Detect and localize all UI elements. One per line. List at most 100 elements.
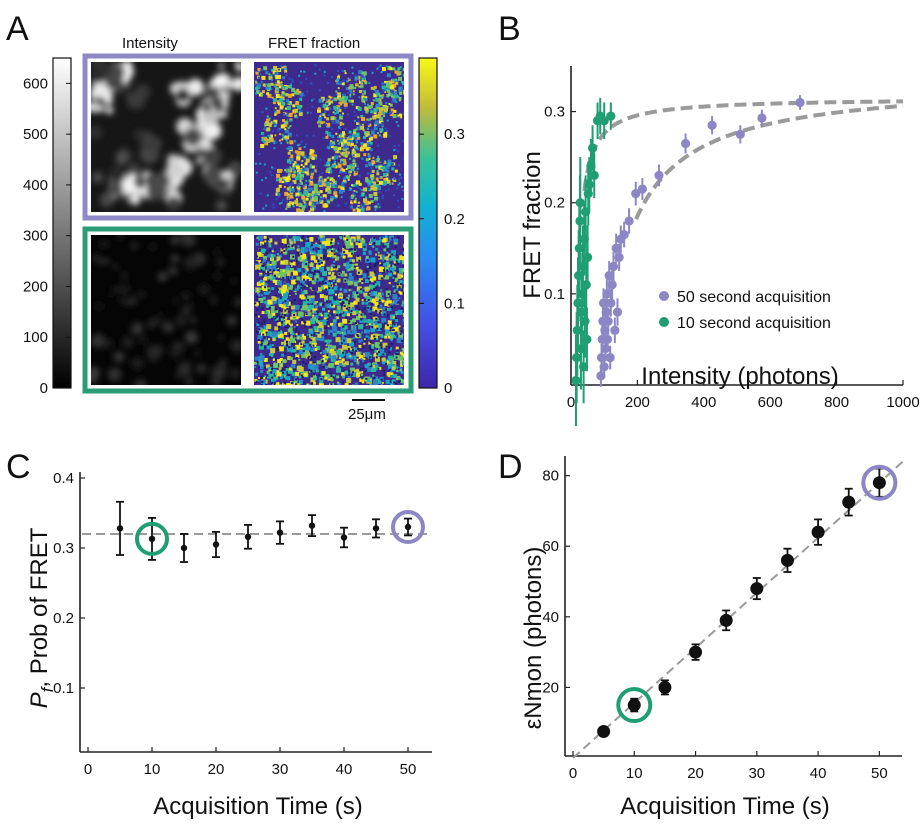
fret-pixel-dark [274, 381, 277, 384]
fret-pixel [283, 376, 287, 380]
fret-pixel-dark [369, 280, 372, 283]
fret-pixel [353, 170, 358, 175]
fret-pixel-sparse [255, 92, 258, 95]
fret-pixel-dark [325, 288, 328, 291]
fret-pixel-sparse [344, 107, 347, 110]
fret-pixel-dark [392, 329, 395, 332]
fret-pixel [268, 239, 271, 242]
fret-pixel-dark [373, 237, 376, 240]
fret-pixel [317, 254, 323, 260]
fret-pixel [339, 123, 342, 126]
fret-pixel [339, 252, 345, 258]
fret-pixel-sparse [283, 112, 286, 115]
fret-pixel [301, 159, 304, 162]
fret-pixel [368, 323, 371, 326]
fret-pixel [388, 240, 391, 243]
fret-pixel [338, 155, 341, 158]
chart-b-point-purple [624, 216, 634, 226]
fret-pixel [349, 170, 352, 173]
fret-pixel [296, 324, 299, 327]
fret-pixel [272, 279, 276, 283]
fret-pixel [271, 287, 275, 291]
fret-pixel [311, 197, 316, 202]
fret-pixel-sparse [303, 145, 306, 148]
fret-pixel [327, 131, 331, 135]
fret-pixel [328, 171, 331, 174]
fret-pixel-dark [324, 281, 327, 284]
fret-pixel-dark [337, 287, 340, 290]
fret-pixel [375, 120, 379, 124]
fret-pixel [302, 185, 307, 190]
fret-pixel-dark [403, 244, 404, 247]
fret-pixel [365, 301, 369, 305]
fret-pixel [268, 73, 271, 76]
fret-pixel-dark [397, 262, 400, 265]
fret-pixel-dark [318, 262, 321, 265]
fret-pixel [262, 296, 266, 300]
fret-pixel [300, 247, 306, 253]
fret-pixel-sparse [397, 150, 400, 153]
fret-pixel [361, 123, 364, 126]
fret-pixel [375, 325, 379, 329]
fret-pixel [272, 312, 276, 316]
fret-pixel [352, 183, 356, 187]
fret-pixel [358, 182, 362, 186]
fret-pixel [297, 268, 302, 273]
fret-pixel [362, 357, 365, 360]
fret-pixel [369, 291, 372, 294]
fret-bar-ticklabel-1: 0.2 [444, 211, 465, 228]
fret-pixel [291, 173, 296, 178]
chart-c-point [212, 541, 220, 548]
fret-pixel-dark [394, 275, 397, 278]
fret-pixel-sparse [337, 125, 340, 128]
fret-pixel-sparse [385, 168, 388, 171]
fret-pixel-dark [380, 277, 383, 280]
fret-pixel-sparse [323, 210, 326, 212]
fret-pixel-dark [271, 376, 274, 379]
intensity-haze [138, 335, 147, 344]
fret-pixel [361, 331, 364, 334]
fret-pixel [293, 326, 296, 329]
fret-pixel [281, 341, 285, 345]
intensity-haze [175, 373, 181, 379]
chart-c-ylabel-sub: f [38, 685, 57, 692]
fret-pixel [291, 87, 296, 92]
fret-pixel [397, 273, 402, 278]
fret-pixel-dark [285, 244, 288, 247]
fret-pixel-dark [291, 301, 294, 304]
intensity-haze [157, 271, 168, 282]
fret-pixel [389, 348, 392, 351]
fret-pixel-sparse [312, 134, 315, 137]
fret-pixel [276, 256, 281, 261]
fret-pixel [281, 238, 287, 244]
fret-pixel-dark [347, 302, 350, 305]
fret-pixel [272, 83, 275, 86]
fret-pixel-sparse [265, 204, 268, 207]
fret-pixel [348, 320, 353, 325]
fret-pixel [331, 156, 335, 160]
fret-pixel [258, 332, 261, 335]
intensity-haze [113, 351, 125, 363]
high-intensity-frame [82, 53, 414, 221]
fret-pixel-sparse [397, 183, 400, 186]
fret-pixel [383, 177, 387, 181]
fret-pixel [371, 346, 375, 350]
fret-pixel [287, 126, 290, 129]
intensity-haze [185, 366, 192, 373]
intensity-haze [227, 161, 241, 177]
fret-pixel-dark [346, 238, 349, 241]
fret-pixel [341, 311, 344, 314]
fret-pixel [381, 85, 386, 90]
fret-pixel [343, 153, 347, 157]
fret-pixel [345, 168, 348, 171]
fret-pixel [352, 93, 355, 96]
fret-pixel [330, 177, 334, 181]
fret-pixel [275, 384, 280, 385]
fret-pixel [272, 369, 277, 374]
fret-pixel [373, 111, 377, 115]
intensity-haze [189, 316, 197, 324]
fret-pixel [390, 324, 393, 327]
fret-pixel-sparse [268, 120, 271, 123]
fret-pixel-dark [278, 376, 281, 379]
fret-pixel [341, 181, 344, 184]
